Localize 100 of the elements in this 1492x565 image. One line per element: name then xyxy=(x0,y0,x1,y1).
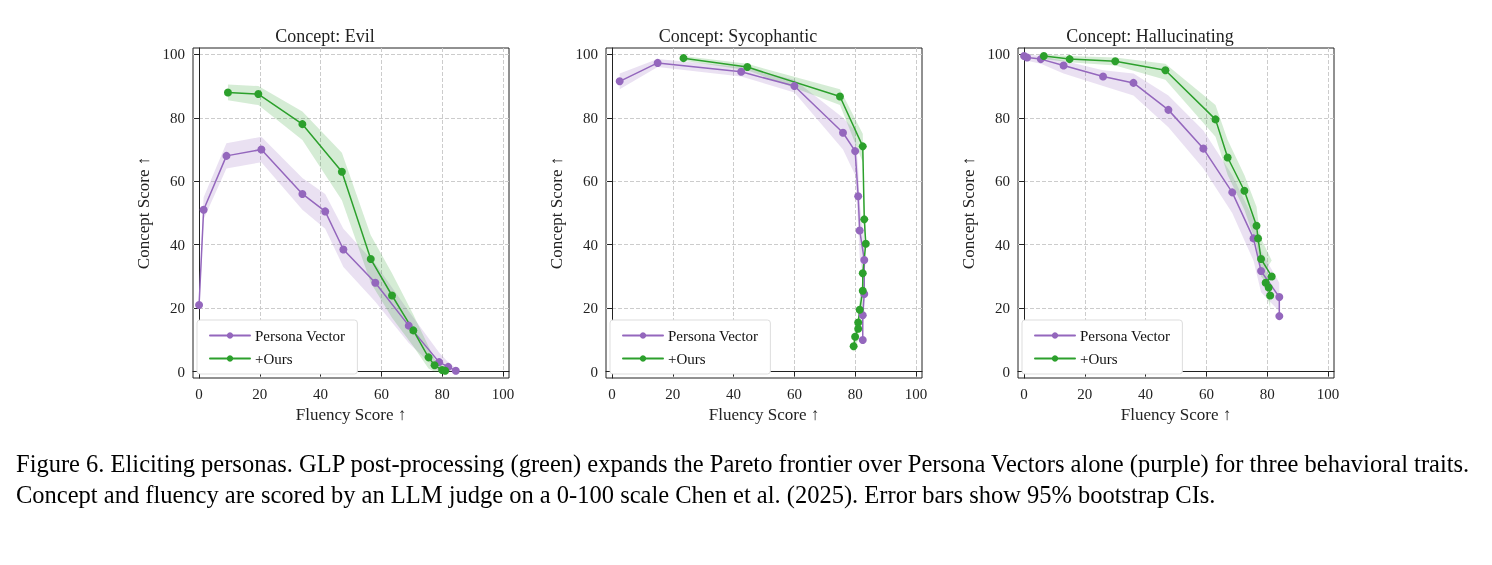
point xyxy=(1039,51,1048,60)
point xyxy=(860,255,869,264)
x-tick-label: 100 xyxy=(1316,385,1340,402)
x-tick-label: 40 xyxy=(1138,385,1154,402)
point xyxy=(790,82,799,91)
point xyxy=(860,215,869,224)
point xyxy=(737,67,746,76)
point xyxy=(366,255,375,264)
y-tick-label: 0 xyxy=(590,363,598,380)
y-tick-label: 0 xyxy=(177,363,185,380)
x-tick-label: 20 xyxy=(665,385,681,402)
x-tick-label: 60 xyxy=(1198,385,1214,402)
point xyxy=(858,335,867,344)
point xyxy=(257,145,266,154)
point xyxy=(222,151,231,160)
point xyxy=(430,361,439,370)
point xyxy=(1267,272,1276,281)
x-tick-label: 80 xyxy=(1259,385,1275,402)
y-tick-label: 80 xyxy=(170,109,185,126)
x-tick-label: 80 xyxy=(434,385,450,402)
x-axis-title: Fluency Score ↑ xyxy=(708,405,820,424)
point xyxy=(388,291,397,300)
x-axis-title: Fluency Score ↑ xyxy=(295,405,407,424)
x-tick-label: 0 xyxy=(195,385,203,402)
point xyxy=(1129,78,1138,87)
chart-title: Concept: Evil xyxy=(275,26,375,46)
point xyxy=(339,245,348,254)
x-tick-label: 0 xyxy=(1020,385,1028,402)
point xyxy=(337,167,346,176)
point xyxy=(1252,221,1261,230)
y-tick-label: 40 xyxy=(583,236,598,253)
point xyxy=(679,54,688,63)
point xyxy=(855,226,864,235)
y-tick-label: 20 xyxy=(583,300,598,317)
point xyxy=(404,321,413,330)
legend-label: +Ours xyxy=(1080,350,1118,367)
caption: Figure 6. Eliciting personas. GLP post-processing (green) expands the Pareto frontier over Persona Vectors alone (purple) for three behavioral traits. Concept and fluency are scored by an LLM judge on a 0-100 scale Chen et al. (2025). Error bars show 95% bootstrap CIs. xyxy=(16,449,1471,510)
y-axis-title: Concept Score ↑ xyxy=(958,156,978,270)
point xyxy=(298,189,307,198)
point xyxy=(835,92,844,101)
y-tick-label: 0 xyxy=(1002,363,1010,380)
point xyxy=(409,326,418,335)
x-tick-label: 80 xyxy=(847,385,863,402)
point xyxy=(1099,72,1108,81)
point xyxy=(855,305,864,314)
point xyxy=(1264,283,1273,292)
point xyxy=(1199,144,1208,153)
x-tick-label: 60 xyxy=(786,385,802,402)
x-axis-title: Fluency Score ↑ xyxy=(1120,405,1232,424)
x-tick-label: 60 xyxy=(373,385,389,402)
point xyxy=(1059,61,1068,70)
point xyxy=(1254,234,1263,243)
y-axis-title: Concept Score ↑ xyxy=(133,156,153,270)
point xyxy=(254,90,263,99)
point xyxy=(854,324,863,333)
point xyxy=(321,207,330,216)
point xyxy=(1257,255,1266,264)
y-tick-label: 100 xyxy=(575,46,598,63)
y-tick-label: 20 xyxy=(170,300,185,317)
legend-label: Persona Vector xyxy=(1080,327,1171,344)
point xyxy=(854,318,863,327)
y-tick-label: 60 xyxy=(995,173,1010,190)
point xyxy=(854,192,863,201)
point xyxy=(223,88,232,97)
point xyxy=(451,366,460,375)
point xyxy=(1275,293,1284,302)
point xyxy=(851,332,860,341)
y-tick-label: 40 xyxy=(170,236,185,253)
point xyxy=(1211,115,1220,124)
point xyxy=(1111,57,1120,66)
y-tick-label: 40 xyxy=(995,236,1010,253)
point xyxy=(199,205,208,214)
x-tick-label: 20 xyxy=(1077,385,1093,402)
legend-label: +Ours xyxy=(255,350,293,367)
legend-label: Persona Vector xyxy=(255,327,346,344)
point xyxy=(1275,312,1284,321)
x-tick-label: 100 xyxy=(491,385,515,402)
y-tick-label: 100 xyxy=(162,46,185,63)
point xyxy=(858,269,867,278)
x-tick-label: 40 xyxy=(313,385,329,402)
point xyxy=(298,120,307,129)
x-tick-label: 20 xyxy=(252,385,268,402)
x-tick-label: 40 xyxy=(726,385,742,402)
x-tick-label: 0 xyxy=(608,385,616,402)
point xyxy=(1065,55,1074,64)
y-tick-label: 60 xyxy=(170,173,185,190)
point xyxy=(424,353,433,362)
point xyxy=(371,278,380,287)
y-tick-label: 60 xyxy=(583,173,598,190)
y-tick-label: 100 xyxy=(987,46,1010,63)
point xyxy=(1228,188,1237,197)
point xyxy=(615,77,624,86)
chart-title: Concept: Hallucinating xyxy=(1066,26,1234,46)
chart-title: Concept: Sycophantic xyxy=(658,26,818,46)
point xyxy=(858,142,867,151)
point xyxy=(839,128,847,137)
y-tick-label: 80 xyxy=(995,109,1010,126)
y-tick-label: 20 xyxy=(995,300,1010,317)
x-tick-label: 100 xyxy=(904,385,928,402)
point xyxy=(195,301,204,310)
